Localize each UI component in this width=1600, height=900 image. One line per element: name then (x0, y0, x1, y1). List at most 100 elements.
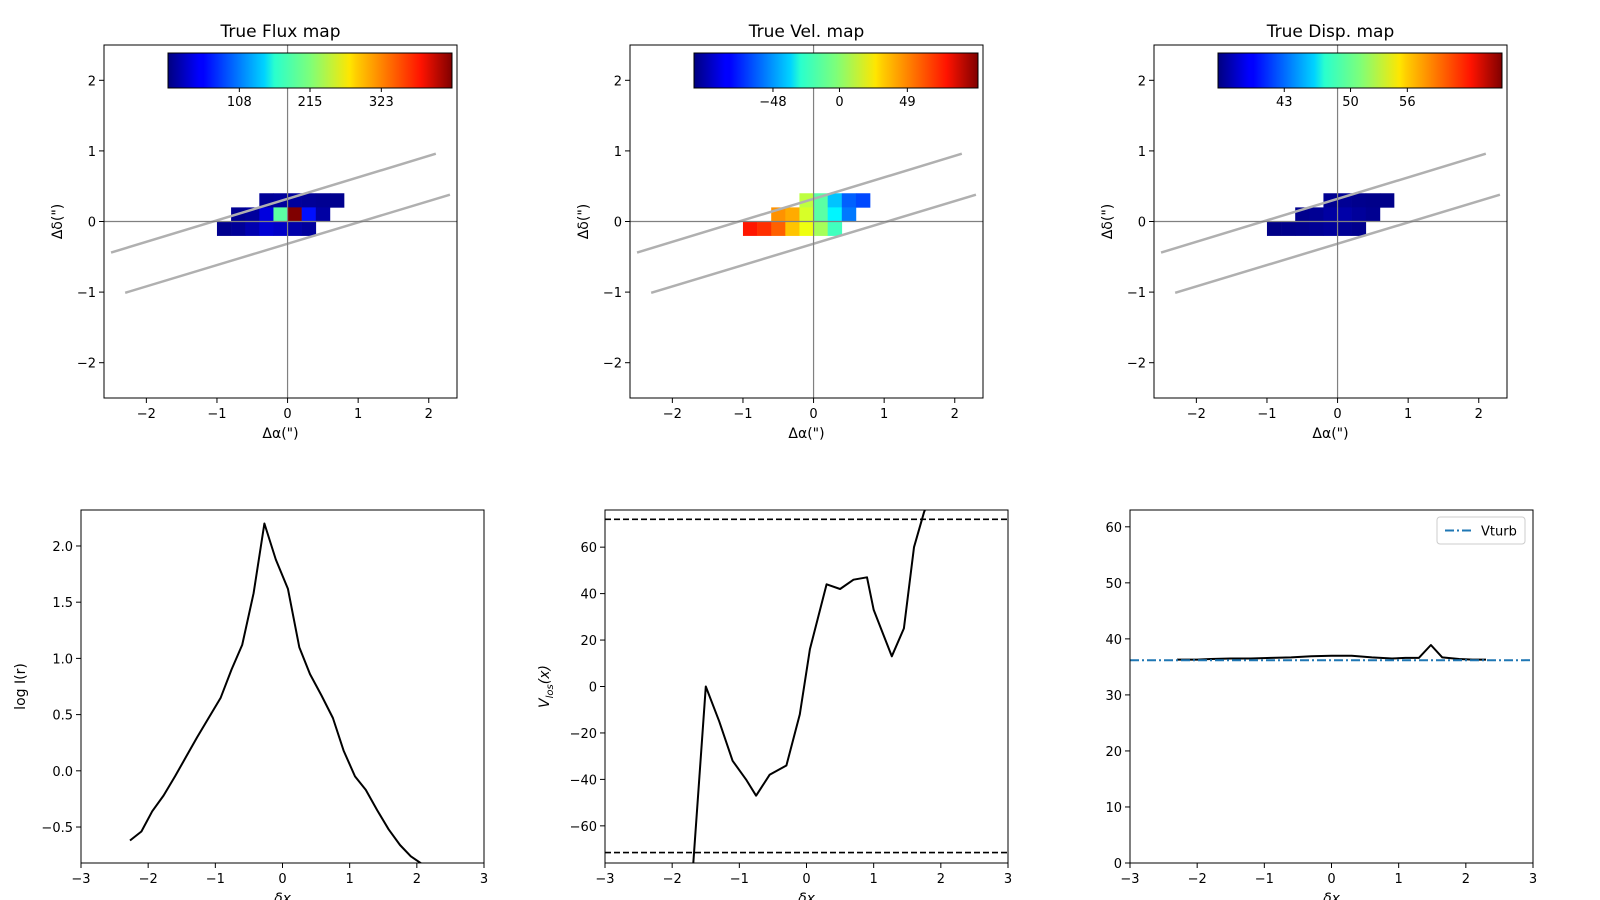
heatmap-pixel (785, 207, 800, 222)
heatmap-pixel (1379, 193, 1395, 208)
heatmap-pixel (301, 193, 317, 208)
x-tick-label: −1 (207, 407, 226, 422)
x-tick-label: 2 (1462, 872, 1470, 887)
heatmap-pixel (813, 221, 828, 236)
colorbar-gradient (167, 52, 453, 89)
x-tick-label: −1 (1255, 872, 1274, 887)
x-tick-label: 1 (346, 872, 354, 887)
y-tick-label: 40 (1105, 633, 1122, 648)
y-tick-label: −1 (1127, 286, 1146, 301)
x-tick-label: 3 (480, 872, 488, 887)
y-tick-label: 60 (1105, 521, 1122, 536)
y-tick-label: 2 (1138, 74, 1146, 89)
panel-intensity-profile: −3 −2 −1 0 1 2 3 −0.5 0.0 0.5 1.0 1.5 2.0 δx log I(… (13, 509, 488, 900)
x-tick-label: 3 (1004, 872, 1012, 887)
series-line (1177, 644, 1486, 661)
heatmap-pixel (1266, 221, 1282, 236)
colorbar-tick-label: 49 (899, 95, 916, 110)
y-tick-label: 30 (1105, 689, 1122, 704)
heatmap-pixel (799, 207, 814, 222)
x-ticks: −3 −2 −1 0 1 2 3 (71, 863, 488, 887)
x-tick-label: 1 (354, 407, 362, 422)
x-axis-label: δx (274, 891, 292, 900)
y-tick-label: 0 (1114, 857, 1122, 872)
y-tick-label: −60 (570, 820, 597, 835)
colorbar-gradient (1217, 52, 1503, 89)
slit-line (110, 152, 437, 254)
heatmap-pixel (785, 221, 800, 236)
colorbar: 43 50 56 (1217, 52, 1503, 110)
panel-velocity-profile: −3 −2 −1 0 1 2 3 −60 −40 −20 0 20 40 60 δx Vlos(x) (537, 509, 1012, 900)
heatmap-pixel (855, 193, 871, 208)
x-tick-label: −2 (663, 872, 682, 887)
heatmap-pixel (1365, 193, 1381, 208)
colorbar: 108 215 323 (167, 52, 453, 110)
colorbar-gradient (693, 52, 979, 89)
slit-line (636, 152, 963, 254)
x-tick-label: −1 (1257, 407, 1276, 422)
y-tick-label: 1.5 (52, 596, 73, 611)
x-tick-label: 0 (802, 872, 810, 887)
x-tick-label: 0 (1327, 872, 1335, 887)
x-tick-label: −3 (1120, 872, 1139, 887)
x-tick-label: −2 (1188, 872, 1207, 887)
heatmap-pixel (245, 221, 260, 236)
x-tick-label: 1 (870, 872, 878, 887)
heatmap-pixel (231, 221, 246, 236)
x-axis-label: δx (1323, 891, 1341, 900)
colorbar-tick-label: 323 (369, 95, 394, 110)
plot-title: True Flux map (219, 22, 340, 42)
heatmap-pixel (1351, 221, 1367, 236)
heatmap-pixel (757, 221, 772, 236)
y-tick-label: −2 (1127, 357, 1146, 372)
heatmap-pixel (315, 193, 331, 208)
heatmap-pixel (1309, 207, 1324, 222)
heatmap-pixel (771, 221, 786, 236)
y-tick-label: −40 (570, 773, 597, 788)
y-axis-label: Δδ(") (50, 204, 66, 240)
y-tick-label: 20 (1105, 745, 1122, 760)
x-tick-label: −2 (137, 407, 156, 422)
x-axis-label: Δα(") (788, 426, 824, 442)
y-tick-label: 0.5 (52, 709, 73, 724)
panel-velocity-map: −48 0 49 −2 −1 0 1 2 −2 −1 0 1 2 True Vel. map Δα(… (576, 22, 984, 442)
colorbar-tick-label: 215 (298, 95, 323, 110)
y-tick-label: −0.5 (41, 821, 73, 836)
x-axis-label: Δα(") (262, 426, 298, 442)
x-tick-label: −1 (733, 407, 752, 422)
y-tick-label: −1 (603, 286, 622, 301)
heatmap-pixel (259, 207, 274, 222)
colorbar-tick-label: 50 (1342, 95, 1359, 110)
heatmap-pixel (1351, 193, 1367, 208)
heatmap-pixel (799, 221, 814, 236)
x-tick-label: 2 (425, 407, 433, 422)
heatmap-pixel (1365, 207, 1381, 222)
plot-title: True Disp. map (1266, 22, 1395, 42)
series-line (129, 522, 423, 863)
heatmap-pixel (301, 221, 317, 236)
legend: Vturb (1436, 516, 1526, 545)
series-lines (129, 522, 423, 863)
series-line (692, 510, 927, 863)
heatmap-pixel (1309, 221, 1324, 236)
heatmap-pixel (1295, 221, 1310, 236)
heatmap-pixels (1266, 193, 1395, 236)
panel-dispersion-map: 43 50 56 −2 −1 0 1 2 −2 −1 0 1 2 True Disp. map Δα… (1100, 22, 1508, 442)
y-tick-label: 0 (88, 216, 96, 231)
y-ticks: −0.5 0.0 0.5 1.0 1.5 2.0 (41, 540, 81, 836)
legend-box (1436, 516, 1526, 545)
heatmap-pixels (742, 193, 871, 236)
legend-entry: Vturb (1481, 525, 1517, 540)
heatmap-pixel (813, 207, 828, 222)
y-ticks: −2 −1 0 1 2 (1127, 74, 1154, 372)
x-ticks: −2 −1 0 1 2 (137, 398, 433, 422)
x-tick-label: −2 (139, 872, 158, 887)
plot-frame (604, 509, 1009, 864)
heatmap-pixel (1351, 207, 1367, 222)
x-tick-label: −1 (206, 872, 225, 887)
y-tick-label: −1 (77, 286, 96, 301)
x-tick-label: 2 (951, 407, 959, 422)
slit-line (1160, 152, 1487, 254)
y-tick-label: 60 (580, 541, 597, 556)
heatmap-pixel (1337, 221, 1352, 236)
